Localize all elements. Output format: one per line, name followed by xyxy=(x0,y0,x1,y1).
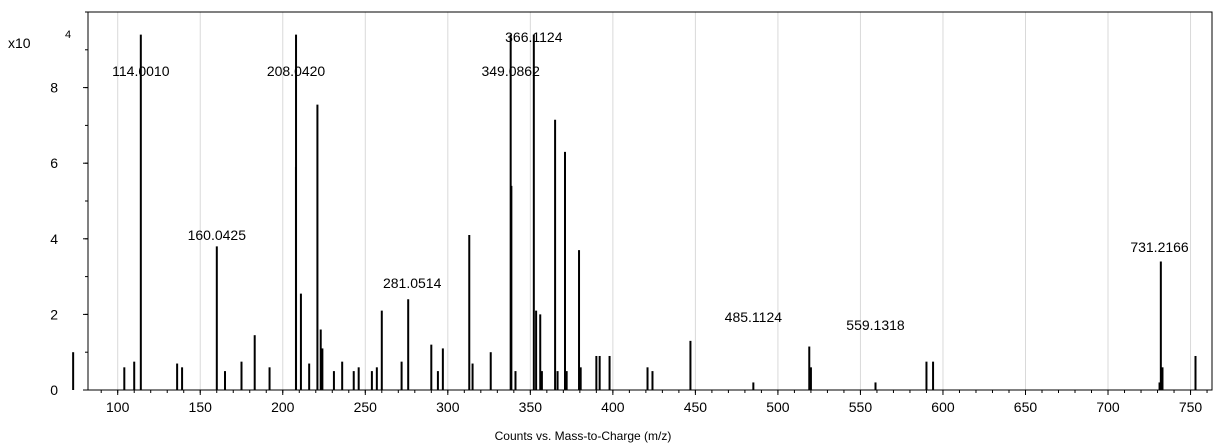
peak-label: 349.0862 xyxy=(481,63,540,79)
peak-bars xyxy=(72,34,1197,390)
peak-label: 731.2166 xyxy=(1130,239,1189,255)
x-tick-label: 600 xyxy=(931,399,955,415)
y-tick-label: 4 xyxy=(50,231,58,247)
axes: 100 150 200 250 300 350 400 450 500 550 600 650 700 7… xyxy=(50,11,1213,415)
x-tick-label: 250 xyxy=(354,399,378,415)
plot-frame xyxy=(87,11,1213,391)
peak-label: 160.0425 xyxy=(188,227,247,243)
y-tick-label: 0 xyxy=(50,382,58,398)
x-tick-label: 300 xyxy=(436,399,460,415)
x-tick-label: 450 xyxy=(684,399,708,415)
x-tick-label: 650 xyxy=(1014,399,1038,415)
peak-label: 114.0010 xyxy=(112,63,170,79)
x-tick-label: 700 xyxy=(1096,399,1120,415)
x-tick-label: 750 xyxy=(1179,399,1203,415)
x-tick-label: 200 xyxy=(271,399,295,415)
y-tick-label: 6 xyxy=(50,155,58,171)
y-multiplier-label: x10 xyxy=(8,35,31,51)
y-tick-label: 8 xyxy=(50,80,58,96)
peak-label: 208.0420 xyxy=(267,63,326,79)
grid-lines xyxy=(117,12,1192,390)
x-tick-label: 100 xyxy=(106,399,130,415)
peak-label: 485.1124 xyxy=(725,309,783,325)
peak-labels: 114.0010 160.0425 208.0420 349.0862 366.1124… xyxy=(112,29,1189,333)
peak-label: 366.1124 xyxy=(505,29,563,45)
peak-label-281: 281.0514 xyxy=(383,275,442,291)
x-tick-label: 400 xyxy=(601,399,625,415)
x-axis-title: Counts vs. Mass-to-Charge (m/z) xyxy=(495,429,672,443)
x-tick-label: 350 xyxy=(519,399,543,415)
x-tick-label: 550 xyxy=(849,399,873,415)
x-tick-label: 500 xyxy=(766,399,790,415)
x-tick-label: 150 xyxy=(189,399,213,415)
y-tick-label: 2 xyxy=(50,306,58,322)
peak-label: 559.1318 xyxy=(846,317,905,333)
y-exponent-label: 4 xyxy=(65,29,71,41)
